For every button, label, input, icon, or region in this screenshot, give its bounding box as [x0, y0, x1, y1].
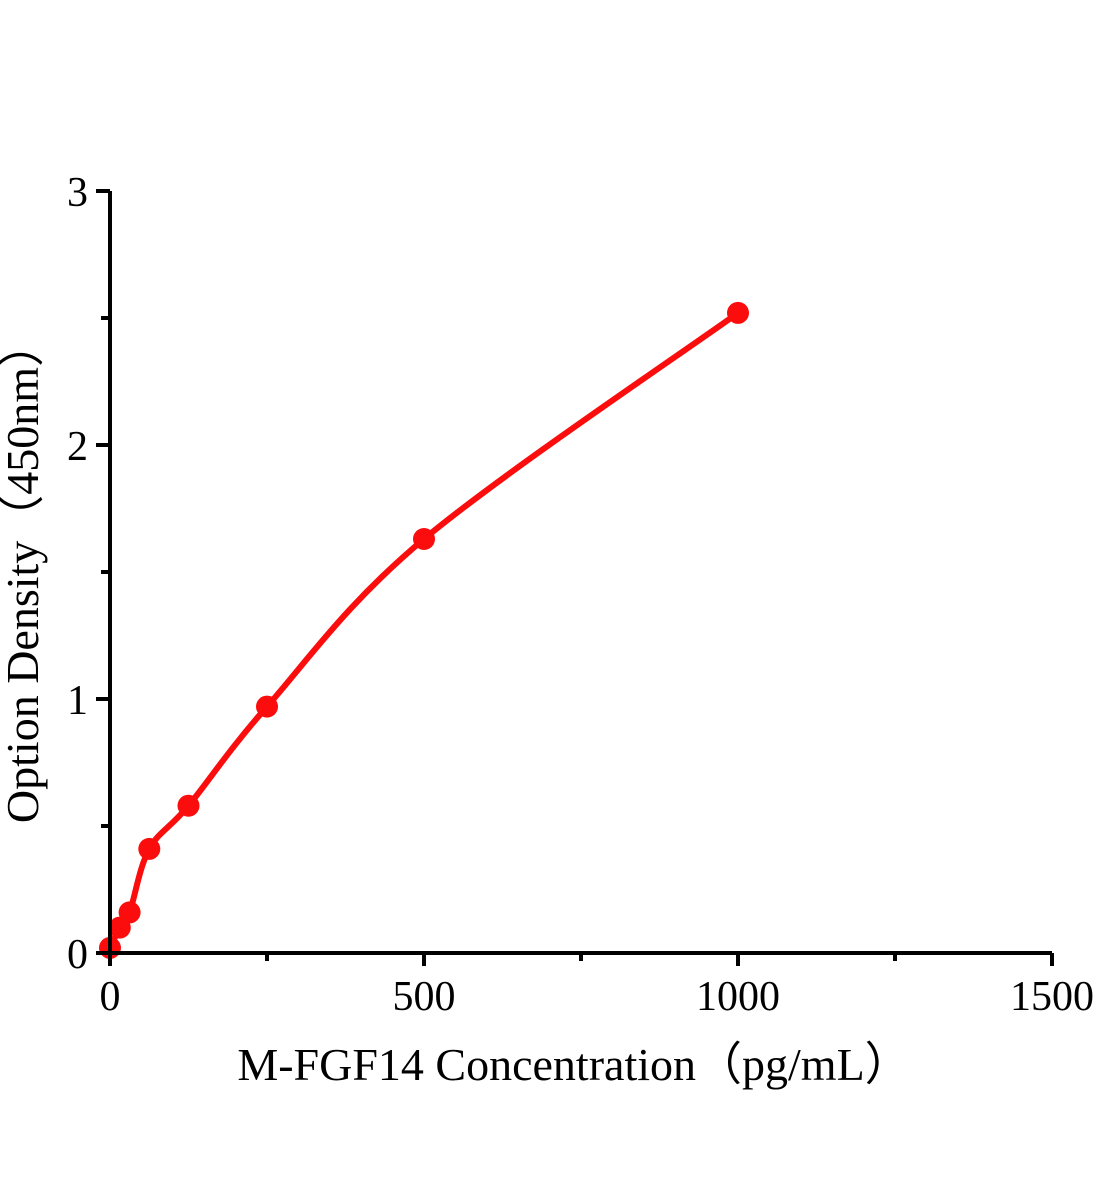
y-tick-label: 0: [67, 932, 88, 978]
data-point: [727, 301, 749, 324]
axis-layer: 0 500 1000 1500 0 1 2 3: [67, 170, 1094, 1020]
data-point: [138, 837, 161, 860]
x-tick-label: 1000: [696, 974, 780, 1020]
data-point: [256, 695, 278, 718]
plot-layer: [99, 301, 749, 959]
y-axis-title: Option Density（450nm）: [0, 321, 48, 823]
y-tick-label: 1: [67, 678, 88, 724]
x-tick-label: 500: [393, 974, 456, 1020]
y-tick-label: 3: [67, 170, 88, 216]
y-tick-label: 2: [67, 424, 88, 470]
x-tick-label: 1500: [1010, 974, 1094, 1020]
standard-curve-line: [107, 310, 740, 950]
data-point: [118, 901, 141, 924]
data-point: [413, 528, 435, 550]
x-tick-label: 0: [100, 974, 121, 1020]
x-axis-title: M-FGF14 Concentration（pg/mL）: [237, 1039, 910, 1090]
data-point: [177, 794, 200, 817]
